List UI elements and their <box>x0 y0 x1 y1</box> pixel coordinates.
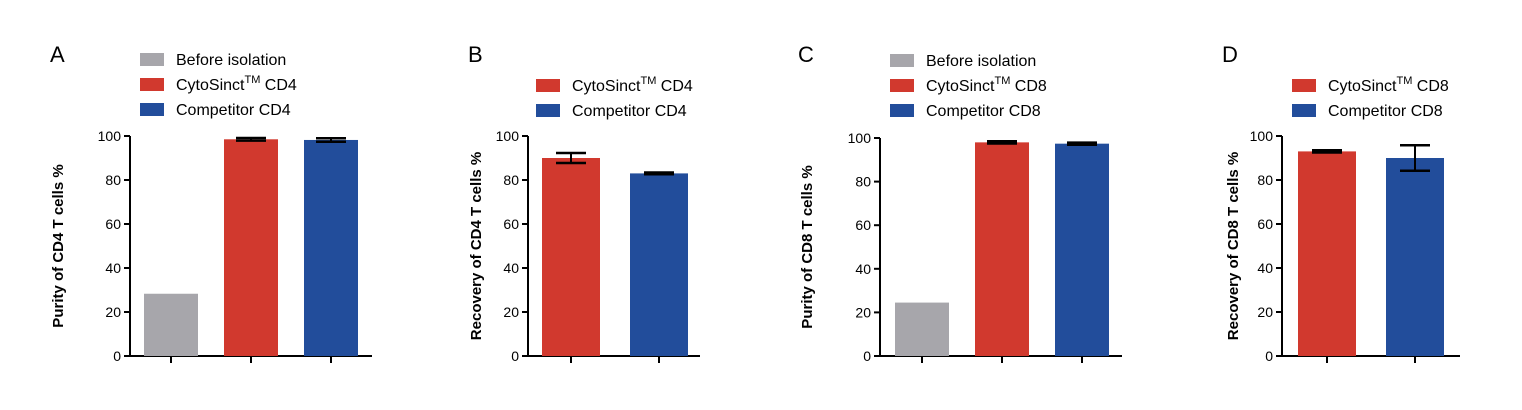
chart-panel-d: D CytoSinctTM CD8 Competitor CD8 0 20 40 60 80 1… <box>1222 42 1460 364</box>
y-tick-label: 80 <box>1257 172 1273 188</box>
bar-2 <box>630 173 688 356</box>
y-tick-label: 60 <box>105 216 121 232</box>
legend-swatch <box>140 78 164 91</box>
y-tick-label: 40 <box>1257 260 1273 276</box>
panel-letter: B <box>468 42 483 67</box>
y-tick-label: 20 <box>503 304 519 320</box>
y-tick-label: 80 <box>503 172 519 188</box>
bar-1 <box>1298 151 1356 356</box>
legend-swatch <box>890 79 914 92</box>
panel-letter: C <box>798 42 814 67</box>
panel-letter: D <box>1222 42 1238 67</box>
bar-2 <box>1386 158 1444 356</box>
chart-panel-c: C Before isolation CytoSinctTM CD8 Competit… <box>798 42 1122 364</box>
legend-swatch <box>1292 79 1316 92</box>
legend-label: Competitor CD8 <box>1328 103 1443 120</box>
legend-swatch <box>1292 104 1316 117</box>
legend-label: Competitor CD4 <box>176 102 291 119</box>
bar-2 <box>975 142 1029 356</box>
y-tick-label: 20 <box>1257 304 1273 320</box>
legend-label: Before isolation <box>926 53 1036 70</box>
legend-swatch <box>536 79 560 92</box>
legend-label: CytoSinctTM CD8 <box>926 75 1047 95</box>
legend-label: CytoSinctTM CD4 <box>572 75 693 95</box>
bar-1 <box>542 158 600 356</box>
y-tick-label: 100 <box>848 130 872 146</box>
legend-swatch <box>140 53 164 66</box>
y-axis-label: Recovery of CD8 T cells % <box>1225 152 1242 340</box>
chart-panel-a: A Before isolation CytoSinctTM CD4 Competit… <box>50 42 372 364</box>
legend-swatch <box>890 54 914 67</box>
chart-panel-b: B CytoSinctTM CD4 Competitor CD4 0 20 40 60 80 1… <box>468 42 700 364</box>
y-tick-label: 20 <box>105 304 121 320</box>
y-axis-label: Purity of CD8 T cells % <box>799 165 816 328</box>
legend-label: CytoSinctTM CD4 <box>176 74 297 94</box>
y-tick-label: 100 <box>496 128 520 144</box>
legend-label: CytoSinctTM CD8 <box>1328 75 1449 95</box>
legend-swatch <box>140 103 164 116</box>
legend-label: Competitor CD4 <box>572 103 687 120</box>
y-tick-label: 0 <box>1265 348 1273 364</box>
y-tick-label: 80 <box>105 172 121 188</box>
legend-label: Competitor CD8 <box>926 103 1041 120</box>
panel-letter: A <box>50 42 65 67</box>
y-tick-label: 20 <box>855 304 871 320</box>
legend-swatch <box>890 104 914 117</box>
bar-2 <box>224 139 278 356</box>
y-tick-label: 80 <box>855 174 871 190</box>
y-tick-label: 0 <box>863 348 871 364</box>
y-axis-label: Recovery of CD4 T cells % <box>468 152 485 340</box>
y-tick-label: 40 <box>105 260 121 276</box>
y-tick-label: 100 <box>98 128 122 144</box>
y-tick-label: 60 <box>503 216 519 232</box>
y-tick-label: 0 <box>511 348 519 364</box>
legend-label: Before isolation <box>176 52 286 69</box>
bar-3 <box>1055 143 1109 356</box>
y-tick-label: 0 <box>113 348 121 364</box>
legend-swatch <box>536 104 560 117</box>
y-tick-label: 40 <box>855 261 871 277</box>
y-tick-label: 60 <box>855 217 871 233</box>
bar-3 <box>304 139 358 356</box>
bar-1 <box>895 302 949 356</box>
y-tick-label: 60 <box>1257 216 1273 232</box>
y-tick-label: 100 <box>1250 128 1274 144</box>
y-axis-label: Purity of CD4 T cells % <box>50 164 67 327</box>
bar-1 <box>144 293 198 356</box>
y-tick-label: 40 <box>503 260 519 276</box>
